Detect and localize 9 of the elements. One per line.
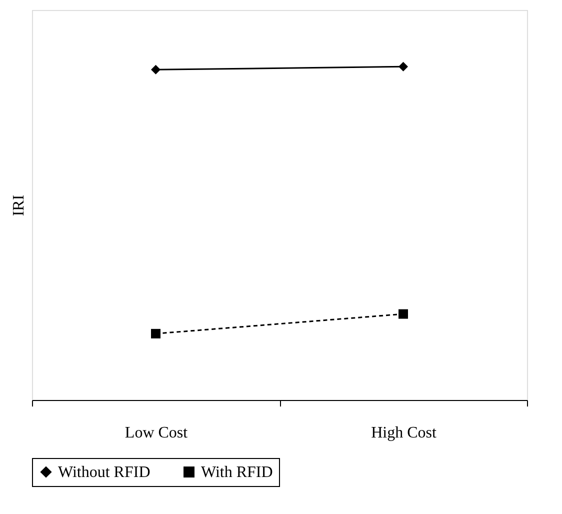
x-tick-label: Low Cost (124, 424, 188, 442)
point (151, 64, 160, 74)
legend-label: With RFID (201, 464, 273, 481)
point (398, 309, 408, 319)
point (398, 62, 408, 72)
y-axis-title: IRI (10, 194, 28, 216)
legend-label: Without RFID (58, 464, 150, 481)
point (151, 328, 160, 338)
x-tick-label: High Cost (371, 424, 437, 442)
